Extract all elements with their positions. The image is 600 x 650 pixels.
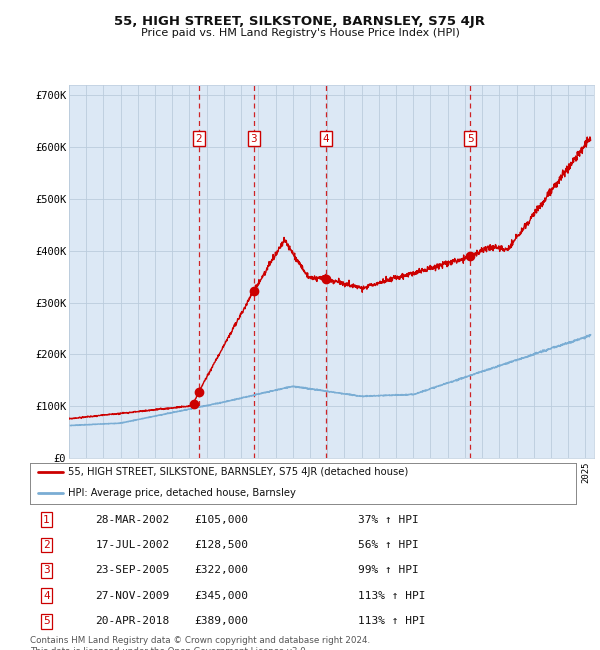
Text: 4: 4 <box>322 134 329 144</box>
Text: £322,000: £322,000 <box>194 566 248 575</box>
Text: 113% ↑ HPI: 113% ↑ HPI <box>358 591 425 601</box>
Text: Contains HM Land Registry data © Crown copyright and database right 2024.: Contains HM Land Registry data © Crown c… <box>30 636 370 645</box>
Text: 4: 4 <box>43 591 50 601</box>
Text: 17-JUL-2002: 17-JUL-2002 <box>95 540 170 550</box>
Text: £128,500: £128,500 <box>194 540 248 550</box>
Text: 56% ↑ HPI: 56% ↑ HPI <box>358 540 418 550</box>
Text: 20-APR-2018: 20-APR-2018 <box>95 616 170 626</box>
Text: 37% ↑ HPI: 37% ↑ HPI <box>358 515 418 525</box>
Text: This data is licensed under the Open Government Licence v3.0.: This data is licensed under the Open Gov… <box>30 647 308 650</box>
Text: Price paid vs. HM Land Registry's House Price Index (HPI): Price paid vs. HM Land Registry's House … <box>140 28 460 38</box>
Text: HPI: Average price, detached house, Barnsley: HPI: Average price, detached house, Barn… <box>68 488 296 498</box>
Text: 5: 5 <box>43 616 50 626</box>
Text: 23-SEP-2005: 23-SEP-2005 <box>95 566 170 575</box>
Text: £105,000: £105,000 <box>194 515 248 525</box>
Text: 55, HIGH STREET, SILKSTONE, BARNSLEY, S75 4JR: 55, HIGH STREET, SILKSTONE, BARNSLEY, S7… <box>115 15 485 28</box>
Text: £345,000: £345,000 <box>194 591 248 601</box>
Text: 3: 3 <box>250 134 257 144</box>
Text: 27-NOV-2009: 27-NOV-2009 <box>95 591 170 601</box>
Text: 55, HIGH STREET, SILKSTONE, BARNSLEY, S75 4JR (detached house): 55, HIGH STREET, SILKSTONE, BARNSLEY, S7… <box>68 467 409 477</box>
Text: 28-MAR-2002: 28-MAR-2002 <box>95 515 170 525</box>
Text: 5: 5 <box>467 134 473 144</box>
Text: 3: 3 <box>43 566 50 575</box>
Text: 2: 2 <box>43 540 50 550</box>
Text: 113% ↑ HPI: 113% ↑ HPI <box>358 616 425 626</box>
Text: £389,000: £389,000 <box>194 616 248 626</box>
Text: 2: 2 <box>196 134 202 144</box>
Text: 1: 1 <box>43 515 50 525</box>
Text: 99% ↑ HPI: 99% ↑ HPI <box>358 566 418 575</box>
